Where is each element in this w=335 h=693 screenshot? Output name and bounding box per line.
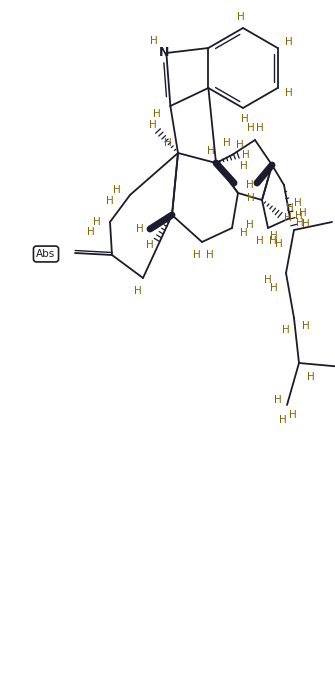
Text: H: H	[241, 114, 249, 124]
Text: H: H	[87, 227, 95, 237]
Text: H: H	[274, 395, 282, 405]
Text: H: H	[223, 138, 231, 148]
Text: H: H	[295, 211, 303, 221]
Text: H: H	[289, 410, 297, 420]
Text: H: H	[236, 140, 244, 150]
Text: H: H	[247, 123, 255, 133]
Text: H: H	[240, 161, 248, 171]
Text: H: H	[294, 198, 302, 208]
Text: H: H	[296, 218, 304, 228]
Text: H: H	[240, 228, 248, 238]
Text: H: H	[106, 196, 114, 206]
Text: H: H	[246, 180, 254, 190]
Text: Abs: Abs	[37, 249, 56, 259]
Text: H: H	[207, 146, 215, 156]
Text: H: H	[134, 286, 142, 296]
Text: H: H	[302, 321, 310, 331]
Text: H: H	[285, 37, 292, 47]
Text: H: H	[286, 203, 294, 213]
Text: H: H	[269, 236, 277, 246]
Text: H: H	[270, 283, 278, 293]
Text: H: H	[285, 88, 292, 98]
Text: H: H	[302, 219, 310, 229]
Text: H: H	[193, 250, 201, 260]
Text: H: H	[270, 231, 278, 241]
Text: H: H	[256, 123, 264, 133]
Text: H: H	[299, 208, 307, 218]
Text: H: H	[237, 12, 245, 22]
Text: H: H	[136, 224, 144, 234]
Text: H: H	[264, 275, 272, 285]
Text: H: H	[284, 213, 292, 223]
Text: H: H	[279, 415, 287, 425]
Text: H: H	[307, 372, 315, 382]
Text: H: H	[242, 150, 250, 160]
Text: H: H	[149, 120, 157, 130]
Text: H: H	[93, 217, 101, 227]
Text: N: N	[159, 46, 170, 58]
Text: H: H	[113, 185, 121, 195]
Text: H: H	[275, 239, 283, 249]
Text: H: H	[153, 109, 161, 119]
Text: H: H	[256, 236, 264, 246]
Text: H: H	[282, 325, 290, 335]
Text: H: H	[206, 250, 214, 260]
Text: H: H	[150, 36, 158, 46]
Text: H: H	[146, 240, 154, 250]
Text: H: H	[164, 138, 172, 148]
Text: H: H	[246, 220, 254, 230]
Text: H: H	[247, 193, 255, 203]
